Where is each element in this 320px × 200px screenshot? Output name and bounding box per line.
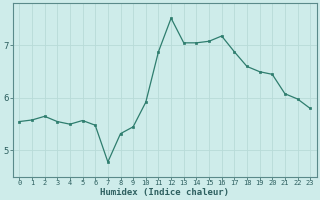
X-axis label: Humidex (Indice chaleur): Humidex (Indice chaleur) [100,188,229,197]
